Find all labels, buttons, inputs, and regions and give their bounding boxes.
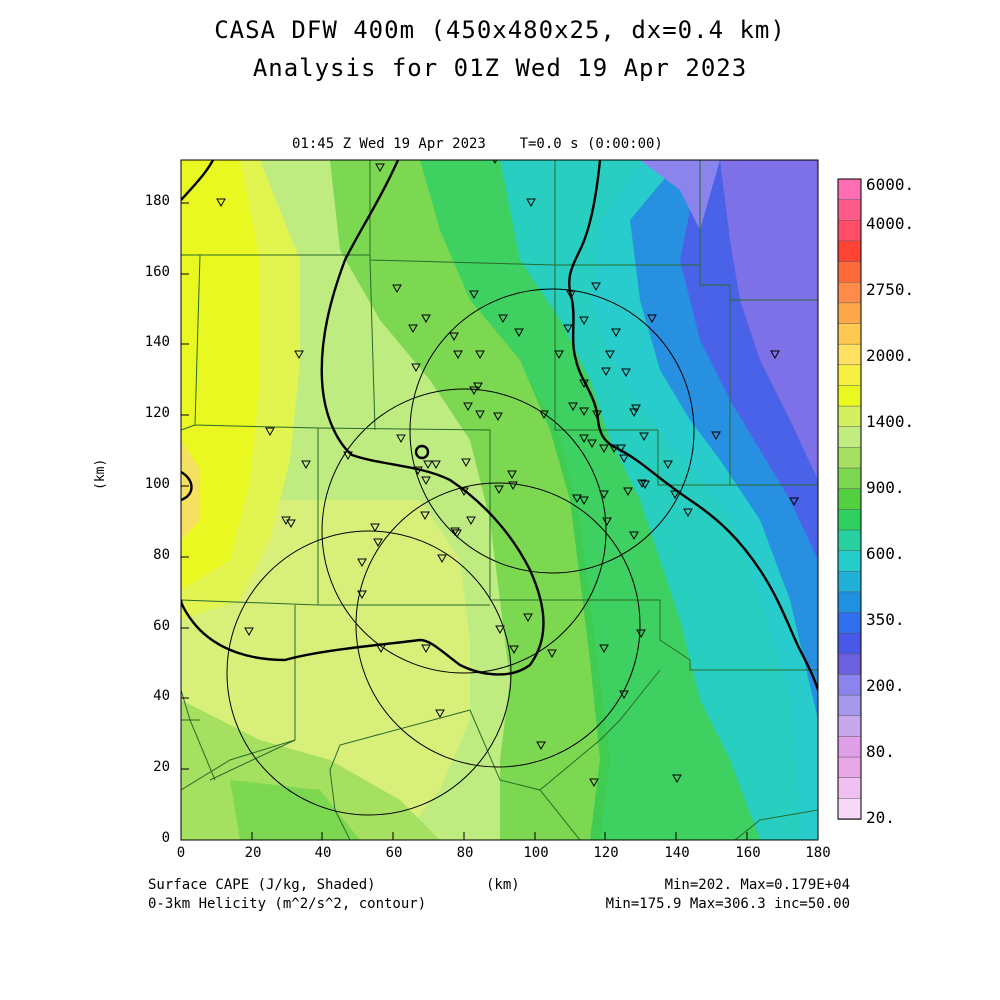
colorbar-segment xyxy=(837,798,862,820)
station-markers xyxy=(216,160,799,788)
colorbar-frame xyxy=(837,178,862,820)
colorbar-segment xyxy=(837,509,862,531)
y-tick-120: 120 xyxy=(144,405,170,421)
x-tick-140: 140 xyxy=(664,845,690,861)
axis-ticks xyxy=(180,202,819,841)
colorbar-segment xyxy=(837,529,862,552)
x-tick-180: 180 xyxy=(805,845,831,861)
footer-stats-contour: Min=175.9 Max=306.3 inc=50.00 xyxy=(605,896,850,912)
colorbar-label-1400: 1400. xyxy=(866,412,915,431)
colorbar-segment xyxy=(837,323,862,345)
x-tick-120: 120 xyxy=(593,845,619,861)
map-title-line1: CASA DFW 400m (450x480x25, dx=0.4 km) xyxy=(214,16,786,44)
colorbar-label-6000: 6000. xyxy=(866,175,915,194)
colorbar-segment xyxy=(837,178,862,201)
y-tick-60: 60 xyxy=(153,618,170,634)
cape-shading xyxy=(181,160,818,840)
radar-ring-2 xyxy=(321,388,607,674)
x-tick-0: 0 xyxy=(176,845,186,861)
y-tick-80: 80 xyxy=(153,547,170,563)
valid-time-label: 01:45 Z Wed 19 Apr 2023 T=0.0 s (0:00:00… xyxy=(292,136,663,152)
y-tick-160: 160 xyxy=(144,264,170,280)
colorbar-segment xyxy=(837,694,862,717)
colorbar-segment xyxy=(837,756,862,779)
x-axis-label: (km) xyxy=(486,877,520,893)
colorbar-segment xyxy=(837,467,862,490)
y-tick-40: 40 xyxy=(153,688,170,704)
y-tick-180: 180 xyxy=(144,193,170,209)
colorbar-segment xyxy=(837,240,862,263)
colorbar-segment xyxy=(837,550,862,573)
footer-field-shaded: Surface CAPE (J/kg, Shaded) xyxy=(148,877,376,893)
footer-field-contour: 0-3km Helicity (m^2/s^2, contour) xyxy=(148,896,427,912)
colorbar-segment xyxy=(837,632,862,655)
colorbar-label-200: 200. xyxy=(866,676,905,695)
colorbar-segment xyxy=(837,343,862,366)
colorbar-segment xyxy=(837,591,862,614)
colorbar-label-350: 350. xyxy=(866,610,905,629)
colorbar xyxy=(837,178,862,820)
colorbar-label-900: 900. xyxy=(866,478,905,497)
colorbar-segment xyxy=(837,405,862,428)
radar-ring-1 xyxy=(409,288,695,574)
y-tick-0: 0 xyxy=(161,830,170,846)
x-tick-80: 80 xyxy=(456,845,474,861)
colorbar-label-2000: 2000. xyxy=(866,346,915,365)
helicity-contours xyxy=(181,160,818,691)
colorbar-segment xyxy=(837,571,862,593)
colorbar-segment xyxy=(837,653,862,676)
plot-frame xyxy=(180,159,819,841)
x-tick-40: 40 xyxy=(314,845,332,861)
colorbar-segment xyxy=(837,220,862,242)
colorbar-label-80: 80. xyxy=(866,742,895,761)
colorbar-segment xyxy=(837,447,862,469)
footer-stats-shaded: Min=202. Max=0.179E+04 xyxy=(664,877,850,893)
x-tick-60: 60 xyxy=(385,845,403,861)
colorbar-label-20: 20. xyxy=(866,808,895,827)
colorbar-segment xyxy=(837,261,862,283)
colorbar-label-4000: 4000. xyxy=(866,214,915,233)
colorbar-segment xyxy=(837,736,862,758)
radar-ring-3 xyxy=(355,482,641,768)
colorbar-segment xyxy=(837,674,862,696)
colorbar-label-600: 600. xyxy=(866,544,905,563)
map-title-line2: Analysis for 01Z Wed 19 Apr 2023 xyxy=(252,54,748,82)
colorbar-segment xyxy=(837,612,862,634)
colorbar-segment xyxy=(837,364,862,387)
colorbar-segment xyxy=(837,302,862,325)
colorbar-segment xyxy=(837,426,862,449)
y-tick-20: 20 xyxy=(153,759,170,775)
colorbar-label-2750: 2750. xyxy=(866,280,915,299)
x-tick-160: 160 xyxy=(735,845,761,861)
county-boundaries xyxy=(181,160,818,840)
colorbar-segment xyxy=(837,777,862,800)
y-tick-140: 140 xyxy=(144,334,170,350)
colorbar-segment xyxy=(837,281,862,304)
y-tick-100: 100 xyxy=(144,476,170,492)
colorbar-segment xyxy=(837,715,862,738)
x-tick-20: 20 xyxy=(244,845,262,861)
x-tick-100: 100 xyxy=(523,845,549,861)
colorbar-segment xyxy=(837,385,862,407)
colorbar-segment xyxy=(837,199,862,222)
y-axis-label: (km) xyxy=(93,458,108,490)
colorbar-segment xyxy=(837,488,862,511)
